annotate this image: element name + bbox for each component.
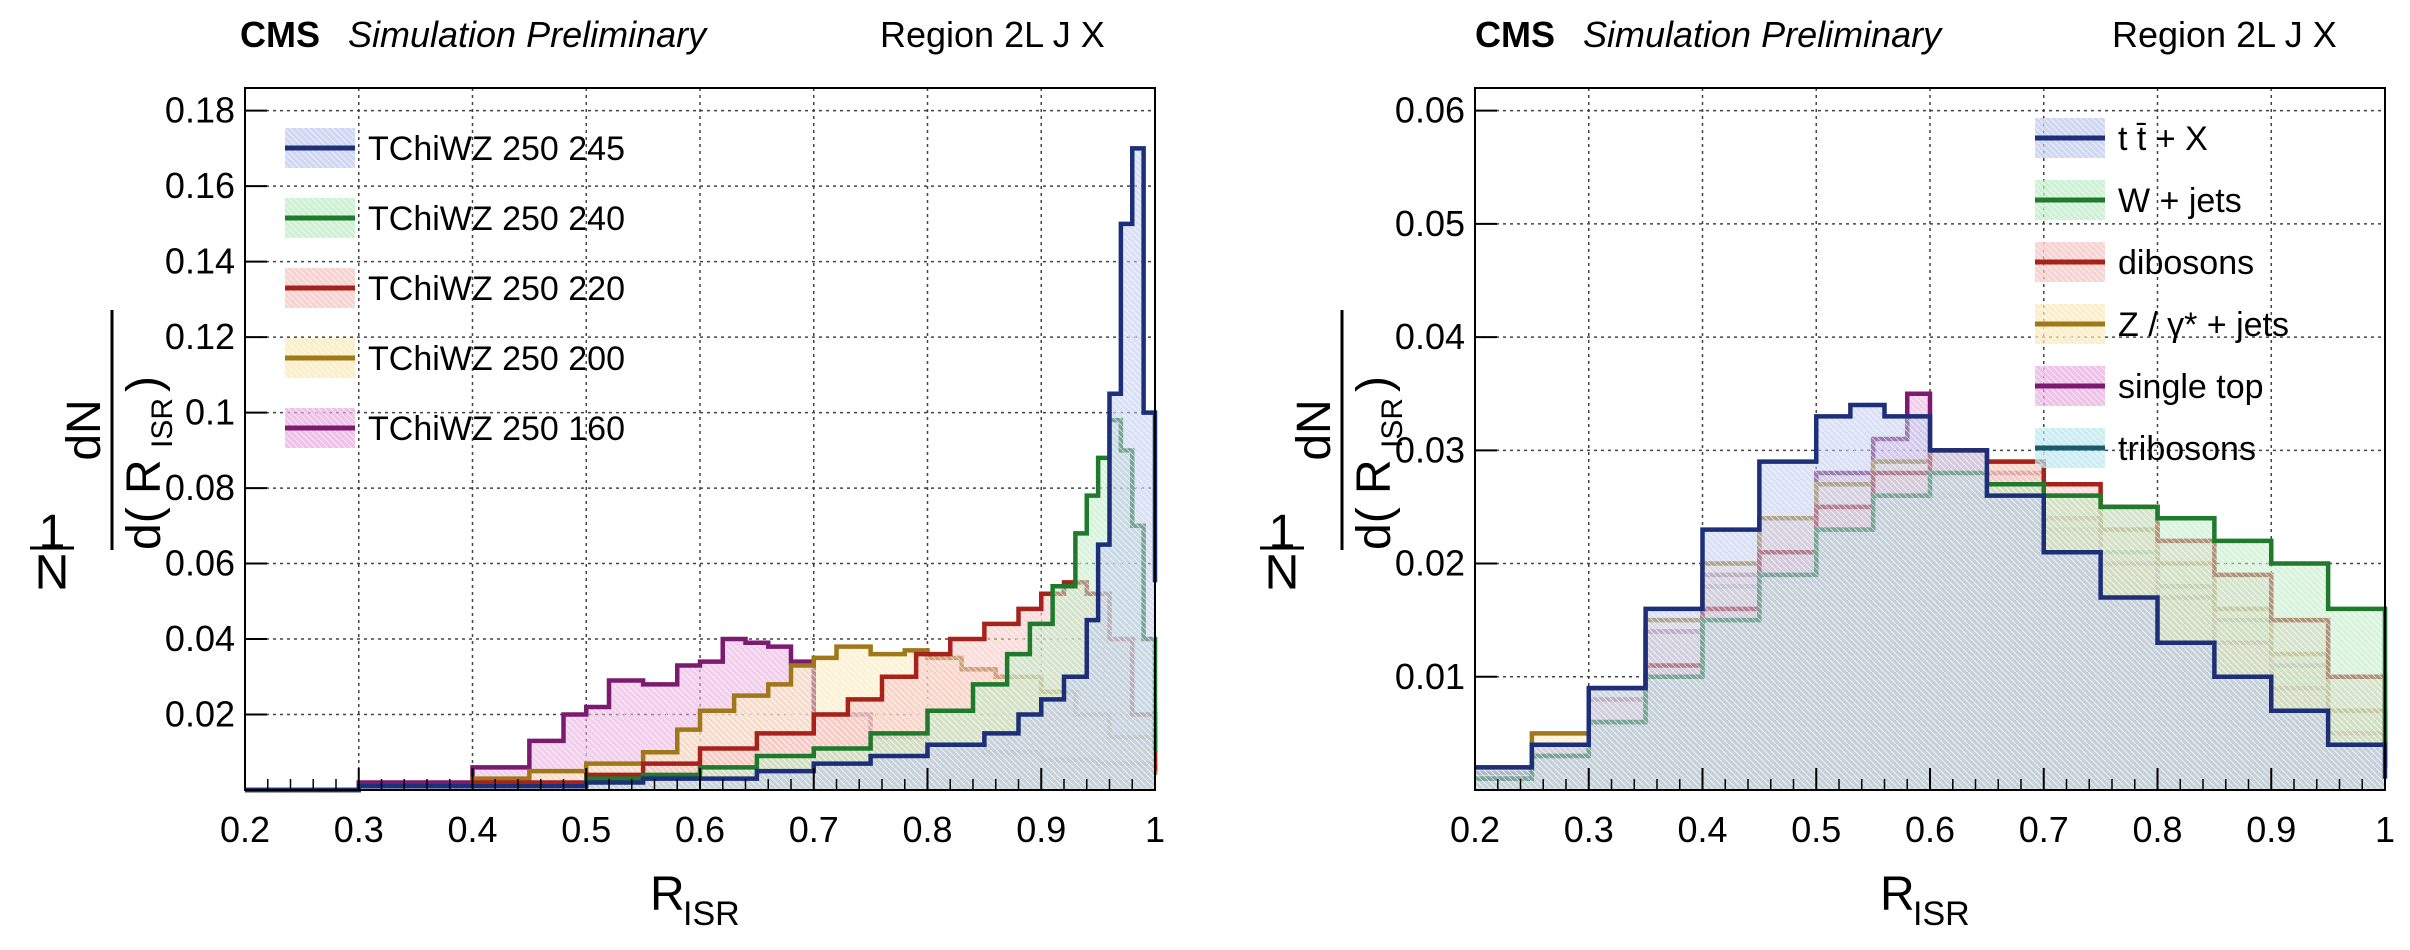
x-axis-title: R <box>1880 868 1915 921</box>
legend-label: TChiWZ 250 240 <box>368 200 625 238</box>
y-tick-label: 0.08 <box>165 467 235 508</box>
y-axis-title-denominator: N <box>1265 547 1300 600</box>
legend-label: single top <box>2118 368 2264 406</box>
legend-entry: t t̄ + X <box>2035 118 2208 158</box>
y-tick-label: 0.14 <box>165 241 235 282</box>
left-x-axis-title: R ISR <box>650 868 740 933</box>
legend-entry: single top <box>2035 366 2264 406</box>
x-tick-label: 0.4 <box>1677 809 1727 850</box>
legend-label: TChiWZ 250 200 <box>368 340 625 378</box>
right-chart-panel: CMS Simulation Preliminary Region 2L J X… <box>1260 14 2395 933</box>
legend-entry: TChiWZ 250 240 <box>285 198 625 238</box>
x-tick-label: 0.3 <box>334 809 384 850</box>
left-y-axis-title: 1 N dN d( R ISR ) <box>30 310 179 600</box>
legend-label: t t̄ + X <box>2118 120 2208 158</box>
legend-entry: TChiWZ 250 160 <box>285 408 625 448</box>
y-axis-title-paren: ) <box>1348 376 1401 392</box>
right-series-marks <box>1475 391 2388 790</box>
y-tick-label: 0.16 <box>165 165 235 206</box>
y-axis-title-subscript: ISR <box>1376 398 1409 448</box>
series-hatch-4 <box>245 148 1155 791</box>
region-label: Region 2L J X <box>2112 14 2337 55</box>
y-tick-label: 0.01 <box>1395 656 1465 697</box>
x-tick-label: 0.5 <box>1791 809 1841 850</box>
y-axis-title-dN: dN <box>58 399 111 460</box>
right-plot-area: 0.2 0.3 0.4 0.5 0.6 0.7 0.8 0.9 1 0.01 0.02 0.03 0.0… <box>1395 87 2395 850</box>
right-y-axis-title: 1 N dN d( R ISR ) <box>1260 310 1409 600</box>
x-tick-label: 0.4 <box>447 809 497 850</box>
x-tick-label: 0.2 <box>220 809 270 850</box>
series-line-5 <box>1475 402 2388 779</box>
y-axis-title-d: d( R <box>1348 459 1401 550</box>
x-tick-label: 0.7 <box>789 809 839 850</box>
x-axis-title-subscript: ISR <box>1913 895 1970 933</box>
x-tick-label: 0.2 <box>1450 809 1500 850</box>
legend-entry: tribosons <box>2035 428 2256 468</box>
legend-entry: TChiWZ 250 220 <box>285 268 625 308</box>
right-legend: t t̄ + X W + jets dibosons Z / γ* + jets sin… <box>2035 118 2289 468</box>
y-tick-label: 0.18 <box>165 90 235 131</box>
x-tick-label: 1 <box>2375 809 2395 850</box>
series-line-4 <box>245 146 1158 793</box>
left-series-marks <box>245 146 1158 793</box>
y-axis-title-numerator: 1 <box>39 506 66 559</box>
y-axis-title-numerator: 1 <box>1269 506 1296 559</box>
x-tick-label: 0.7 <box>2019 809 2069 850</box>
left-legend: TChiWZ 250 245 TChiWZ 250 240 TChiWZ 250 2… <box>285 128 625 448</box>
x-tick-label: 0.8 <box>902 809 952 850</box>
y-tick-label: 0.02 <box>1395 543 1465 584</box>
legend-label: Z / γ* + jets <box>2118 306 2289 344</box>
legend-label: TChiWZ 250 160 <box>368 410 625 448</box>
x-tick-label: 0.3 <box>1564 809 1614 850</box>
y-tick-label: 0.02 <box>165 694 235 735</box>
preliminary-label: Simulation Preliminary <box>1583 14 1943 55</box>
y-axis-title-dN: dN <box>1288 399 1341 460</box>
legend-entry: TChiWZ 250 245 <box>285 128 625 168</box>
x-tick-label: 0.9 <box>1016 809 1066 850</box>
y-axis-title-denominator: N <box>35 547 70 600</box>
y-axis-title-d: d( R <box>118 459 171 550</box>
left-grid <box>245 88 1155 790</box>
right-x-axis-title: R ISR <box>1880 868 1970 933</box>
x-tick-label: 0.9 <box>2246 809 2296 850</box>
y-tick-label: 0.04 <box>165 618 235 659</box>
series-hatch-5 <box>1475 405 2385 790</box>
right-axis-ticks: 0.2 0.3 0.4 0.5 0.6 0.7 0.8 0.9 1 0.01 0.02 0.03 0.0… <box>1395 90 2395 850</box>
y-tick-label: 0.05 <box>1395 203 1465 244</box>
legend-label: tribosons <box>2118 430 2256 468</box>
x-tick-label: 0.5 <box>561 809 611 850</box>
preliminary-label: Simulation Preliminary <box>348 14 708 55</box>
x-tick-label: 0.6 <box>1905 809 1955 850</box>
legend-label: W + jets <box>2118 182 2242 220</box>
legend-label: TChiWZ 250 245 <box>368 130 625 168</box>
left-axis-ticks: 0.2 0.3 0.4 0.5 0.6 0.7 0.8 0.9 1 0.02 0.04 0.06 0.0… <box>165 90 1165 850</box>
legend-entry: TChiWZ 250 200 <box>285 338 625 378</box>
legend-entry: dibosons <box>2035 242 2254 282</box>
y-tick-label: 0.1 <box>185 392 235 433</box>
left-chart-panel: CMS Simulation Preliminary Region 2L J X… <box>30 14 1165 933</box>
x-tick-label: 1 <box>1145 809 1165 850</box>
y-axis-title-subscript: ISR <box>146 398 179 448</box>
y-tick-label: 0.12 <box>165 316 235 357</box>
x-axis-title: R <box>650 868 685 921</box>
cms-label: CMS <box>1475 14 1555 55</box>
region-label: Region 2L J X <box>880 14 1105 55</box>
y-axis-title-paren: ) <box>118 376 171 392</box>
left-plot-area: 0.2 0.3 0.4 0.5 0.6 0.7 0.8 0.9 1 0.02 0.04 0.06 0.0… <box>165 87 1165 850</box>
y-tick-label: 0.04 <box>1395 316 1465 357</box>
legend-label: TChiWZ 250 220 <box>368 270 625 308</box>
x-tick-label: 0.8 <box>2132 809 2182 850</box>
y-tick-label: 0.06 <box>165 543 235 584</box>
legend-label: dibosons <box>2118 244 2254 282</box>
y-tick-label: 0.06 <box>1395 90 1465 131</box>
legend-entry: Z / γ* + jets <box>2035 304 2289 344</box>
cms-label: CMS <box>240 14 320 55</box>
y-tick-label: 0.03 <box>1395 429 1465 470</box>
x-tick-label: 0.6 <box>675 809 725 850</box>
legend-entry: W + jets <box>2035 180 2242 220</box>
x-axis-title-subscript: ISR <box>683 895 740 933</box>
